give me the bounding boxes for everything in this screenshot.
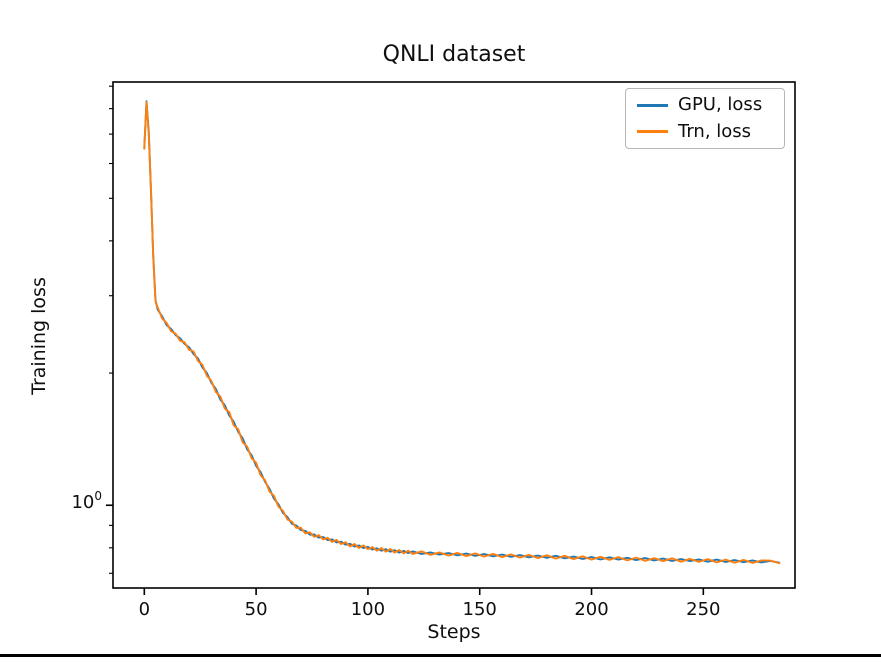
series-line-1 xyxy=(143,101,781,565)
y-tick-exponent: 0 xyxy=(94,489,102,503)
gpu-line-swatch xyxy=(637,104,668,107)
y-tick-label-10-0: 100 xyxy=(56,489,102,513)
legend: GPU, loss Trn, loss xyxy=(625,88,785,149)
x-tick-label: 250 xyxy=(686,599,720,620)
bottom-border-line xyxy=(0,654,881,657)
x-axis-label: Steps xyxy=(427,621,481,643)
series-line-0 xyxy=(143,100,781,564)
x-tick-label: 150 xyxy=(463,599,497,620)
chart-title: QNLI dataset xyxy=(382,42,526,67)
x-tick-label: 200 xyxy=(574,599,608,620)
legend-item-gpu: GPU, loss xyxy=(626,95,784,115)
x-tick-label: 50 xyxy=(245,599,268,620)
legend-label-gpu: GPU, loss xyxy=(678,94,763,116)
y-tick-base: 10 xyxy=(71,492,95,513)
x-tick-label: 0 xyxy=(139,599,150,620)
legend-item-trn: Trn, loss xyxy=(626,120,784,142)
legend-label-trn: Trn, loss xyxy=(678,120,752,142)
trn-line-swatch xyxy=(637,130,668,133)
x-tick-label: 100 xyxy=(351,599,385,620)
axes-frame xyxy=(112,81,796,589)
